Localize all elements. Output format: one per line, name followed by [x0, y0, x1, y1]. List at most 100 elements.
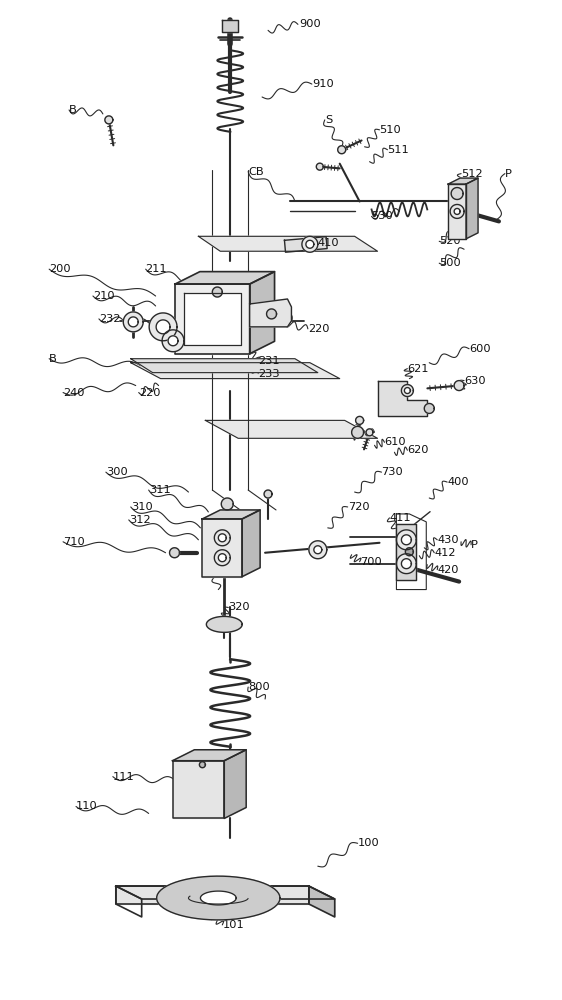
Polygon shape	[173, 761, 224, 818]
Text: 430: 430	[437, 535, 459, 545]
Polygon shape	[396, 530, 416, 550]
Text: B: B	[355, 427, 362, 437]
Polygon shape	[202, 510, 260, 519]
Polygon shape	[156, 320, 170, 334]
Text: 900: 900	[299, 19, 321, 29]
Polygon shape	[116, 886, 335, 899]
Text: CB: CB	[248, 167, 264, 177]
Polygon shape	[396, 554, 416, 574]
Polygon shape	[401, 535, 411, 545]
Polygon shape	[401, 385, 413, 397]
Text: 233: 233	[258, 369, 280, 379]
Polygon shape	[175, 284, 250, 354]
Polygon shape	[352, 426, 364, 438]
Text: B: B	[69, 105, 77, 115]
Text: 240: 240	[63, 388, 85, 398]
Text: 500: 500	[439, 258, 461, 268]
Polygon shape	[201, 891, 236, 905]
Text: 720: 720	[348, 502, 369, 512]
Polygon shape	[378, 381, 427, 416]
Text: 520: 520	[439, 236, 461, 246]
Text: 410: 410	[318, 238, 339, 248]
Text: 311: 311	[149, 485, 170, 495]
Polygon shape	[214, 550, 230, 566]
Text: 630: 630	[464, 376, 486, 386]
Text: 600: 600	[469, 344, 491, 354]
Polygon shape	[338, 146, 346, 154]
Text: 710: 710	[63, 537, 85, 547]
Text: 800: 800	[248, 682, 270, 692]
Text: P: P	[505, 169, 512, 179]
Polygon shape	[448, 178, 478, 184]
Text: 510: 510	[379, 125, 401, 135]
Text: 231: 231	[258, 356, 280, 366]
Text: 620: 620	[407, 445, 429, 455]
Text: 910: 910	[312, 79, 334, 89]
Text: 220: 220	[139, 388, 160, 398]
Text: 320: 320	[228, 602, 250, 612]
Polygon shape	[401, 559, 411, 569]
Polygon shape	[309, 886, 335, 917]
Text: 200: 200	[49, 264, 71, 274]
Polygon shape	[128, 317, 138, 327]
Polygon shape	[202, 519, 242, 577]
Text: 312: 312	[129, 515, 151, 525]
Polygon shape	[424, 403, 434, 413]
Polygon shape	[162, 330, 184, 352]
Polygon shape	[309, 541, 327, 559]
Text: 330: 330	[210, 560, 232, 570]
Text: 400: 400	[447, 477, 469, 487]
Polygon shape	[451, 188, 463, 199]
Polygon shape	[168, 336, 178, 346]
Polygon shape	[454, 381, 464, 391]
Polygon shape	[200, 762, 205, 768]
Polygon shape	[224, 750, 246, 818]
Polygon shape	[242, 510, 260, 577]
Polygon shape	[184, 293, 241, 345]
Polygon shape	[218, 534, 226, 542]
Polygon shape	[366, 429, 373, 436]
Polygon shape	[214, 530, 230, 546]
Polygon shape	[212, 287, 223, 297]
Polygon shape	[316, 163, 323, 170]
Text: 700: 700	[360, 557, 382, 567]
Text: 220: 220	[308, 324, 329, 334]
Text: 232: 232	[99, 314, 120, 324]
Text: 211: 211	[146, 264, 167, 274]
Text: 610: 610	[384, 437, 406, 447]
Polygon shape	[284, 237, 327, 252]
Polygon shape	[175, 272, 274, 284]
Polygon shape	[264, 490, 272, 498]
Text: 530: 530	[371, 211, 393, 221]
Polygon shape	[123, 312, 143, 332]
Text: 730: 730	[382, 467, 404, 477]
Text: 101: 101	[223, 920, 244, 930]
Polygon shape	[149, 313, 177, 341]
Text: P: P	[471, 540, 478, 550]
Text: 102: 102	[228, 905, 250, 915]
Text: S: S	[325, 115, 332, 125]
Polygon shape	[250, 299, 292, 327]
Text: 300: 300	[106, 467, 128, 477]
Polygon shape	[198, 236, 378, 251]
Text: 411: 411	[389, 513, 411, 523]
Text: 210: 210	[93, 291, 115, 301]
Polygon shape	[170, 548, 179, 558]
Text: 310: 310	[131, 502, 152, 512]
Polygon shape	[218, 554, 226, 562]
Polygon shape	[205, 420, 378, 438]
Polygon shape	[306, 240, 314, 248]
Polygon shape	[454, 208, 460, 214]
Text: B: B	[49, 354, 57, 364]
Polygon shape	[250, 272, 274, 354]
Polygon shape	[405, 548, 413, 556]
Polygon shape	[221, 498, 233, 510]
Polygon shape	[105, 116, 113, 124]
Polygon shape	[405, 388, 410, 394]
Polygon shape	[302, 236, 318, 252]
Polygon shape	[266, 309, 277, 319]
Polygon shape	[173, 750, 246, 761]
Polygon shape	[206, 616, 242, 632]
Text: 621: 621	[407, 364, 429, 374]
Polygon shape	[448, 184, 466, 239]
